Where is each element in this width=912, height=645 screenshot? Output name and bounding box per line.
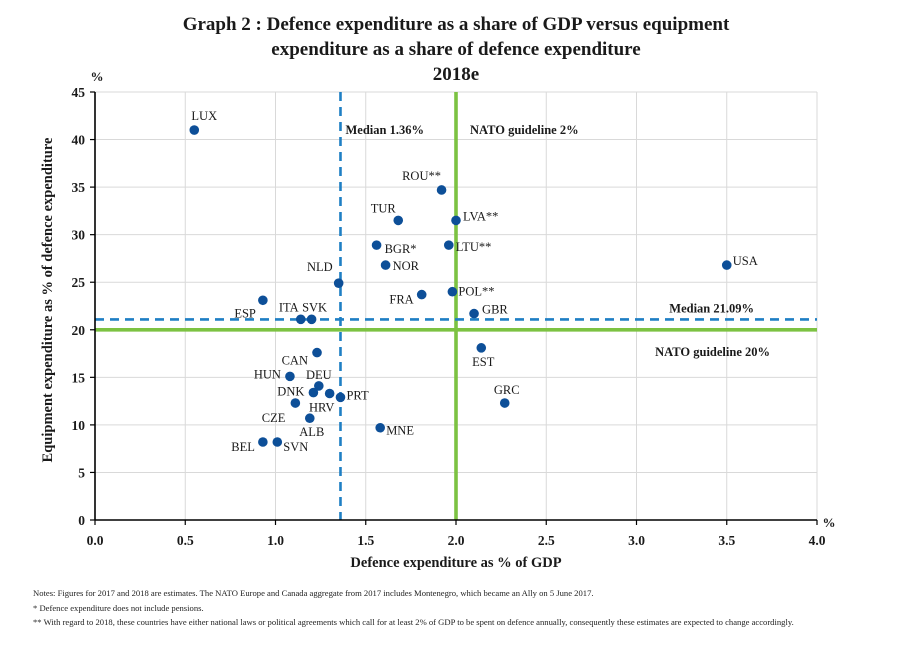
y-tick-label: 30 (72, 228, 86, 243)
x-tick-label: 4.0 (809, 533, 826, 548)
data-point (443, 240, 454, 250)
data-point (304, 413, 315, 424)
data-points (189, 125, 732, 447)
point-label: DNK (277, 385, 304, 399)
point-label: BEL (231, 440, 255, 454)
point-label: FRA (389, 293, 413, 307)
axes (90, 91, 818, 525)
data-point (290, 398, 301, 408)
data-point (333, 278, 344, 288)
y-tick-label: 10 (72, 418, 86, 433)
data-point (324, 388, 335, 399)
data-point (306, 314, 317, 325)
x-tick-label: 3.5 (718, 533, 735, 548)
y-axis-unit: % (91, 69, 104, 84)
point-label: CAN (282, 354, 308, 368)
y-tick-label: 15 (72, 370, 86, 385)
point-label: LTU** (456, 240, 492, 254)
y-tick-label: 20 (72, 323, 86, 338)
y-tick-label: 25 (72, 275, 86, 290)
data-point (371, 240, 382, 250)
data-point (436, 185, 447, 195)
reference-line-label: Median 21.09% (669, 301, 754, 315)
y-axis-label: Equipment expenditure as % of defence ex… (40, 137, 56, 462)
data-point (295, 314, 306, 325)
data-point (189, 125, 200, 135)
x-tick-label: 0.5 (177, 533, 194, 548)
reference-line-labels: Median 1.36% NATO guideline 2% Median 21.0… (345, 123, 770, 359)
y-tick-label: 35 (72, 180, 86, 195)
x-tick-label: 2.0 (448, 533, 465, 548)
reference-lines (95, 92, 817, 520)
x-tick-label: 2.5 (538, 533, 555, 548)
point-label: BGR* (385, 242, 417, 256)
y-tick-label: 5 (78, 465, 85, 480)
tick-labels: 0.0 0.5 1.0 1.5 2.0 2.5 3.0 3.5 4.0 0 5 10 15 20 25 30 3… (72, 85, 826, 548)
reference-line-label: NATO guideline 2% (470, 123, 579, 137)
point-label: ALB (299, 425, 324, 439)
point-label: NLD (307, 260, 333, 274)
point-label: HRV (309, 401, 334, 415)
x-tick-label: 0.0 (87, 533, 104, 548)
data-point (721, 260, 732, 270)
y-tick-label: 0 (78, 513, 85, 528)
data-point (258, 295, 268, 306)
y-tick-label: 45 (72, 85, 86, 100)
point-label: ROU** (402, 169, 441, 183)
notes-line-2: * Defence expenditure does not include p… (33, 603, 204, 613)
data-point (375, 422, 385, 433)
point-label: ESP (234, 306, 256, 320)
point-label: LUX (191, 109, 217, 123)
data-point (447, 286, 458, 297)
chart-title-line-2: expenditure as a share of defence expend… (271, 39, 641, 60)
point-label: DEU (306, 368, 332, 382)
data-point (476, 343, 487, 353)
data-point (499, 398, 510, 408)
notes-line-1: Notes: Figures for 2017 and 2018 are est… (33, 588, 594, 598)
point-label: EST (472, 355, 495, 369)
point-label: CZE (262, 411, 286, 425)
y-tick-label: 40 (72, 133, 86, 148)
x-tick-label: 1.5 (357, 533, 374, 548)
data-point (314, 381, 324, 391)
data-point (272, 437, 283, 447)
point-label: GBR (482, 303, 508, 317)
point-label: LVA** (463, 209, 498, 223)
data-point (416, 289, 427, 300)
data-point (308, 387, 319, 398)
x-tick-label: 1.0 (267, 533, 284, 548)
data-point (451, 215, 461, 226)
point-label: PRT (346, 388, 369, 402)
point-label: MNE (386, 424, 414, 438)
data-point (258, 437, 268, 447)
chart-title-year: 2018e (432, 64, 480, 85)
data-point (285, 371, 295, 382)
x-axis-label: Defence expenditure as % of GDP (350, 555, 561, 571)
point-label: USA (733, 254, 758, 268)
data-point (312, 347, 322, 358)
data-point (469, 308, 479, 319)
chart-title-line-1: Graph 2 : Defence expenditure as a share… (182, 14, 730, 35)
point-label: NOR (393, 259, 420, 273)
data-point (393, 215, 404, 226)
x-axis-unit: % (823, 515, 836, 530)
point-label: ITA (279, 300, 299, 314)
data-point (380, 260, 391, 270)
reference-line-label: Median 1.36% (345, 123, 423, 137)
point-label: TUR (371, 201, 397, 215)
point-label: SVK (302, 300, 327, 314)
point-label: GRC (494, 383, 520, 397)
reference-line-label: NATO guideline 20% (655, 345, 770, 359)
point-label: POL** (458, 285, 494, 299)
notes-line-3: ** With regard to 2018, these countries … (33, 617, 794, 627)
x-tick-label: 3.0 (628, 533, 645, 548)
point-labels: LUX ROU** TUR LVA** BGR* LTU** NOR USA NLD FRA POL… (191, 109, 757, 454)
point-label: HUN (254, 367, 281, 381)
data-point (335, 392, 346, 403)
point-label: SVN (283, 440, 308, 454)
